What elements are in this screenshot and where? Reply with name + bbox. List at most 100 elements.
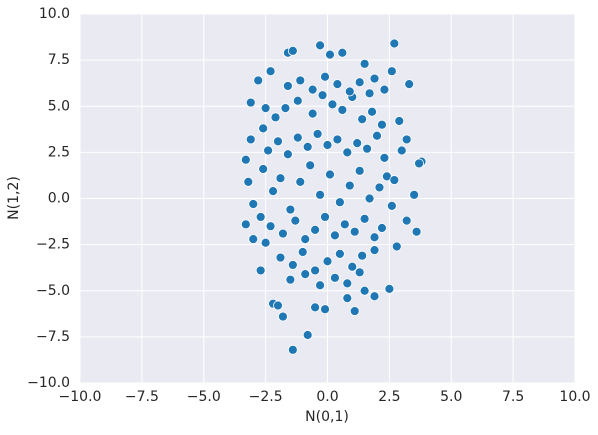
point [334,248,345,259]
point [327,99,338,110]
point [270,112,281,123]
point [386,66,397,77]
point [337,105,348,115]
point [300,269,311,280]
point [369,291,380,302]
point [315,280,325,291]
point [248,199,259,209]
point [315,40,325,51]
point [310,224,321,235]
point [295,75,306,86]
y-tick-label: −5.0 [36,283,70,299]
point [295,176,306,187]
point [364,88,375,99]
point [320,212,330,222]
point [285,204,296,215]
x-tick-label: 10.0 [559,389,590,405]
y-tick-label: 7.5 [48,52,70,68]
point [287,344,298,355]
point [374,182,385,193]
point [409,189,420,200]
point [292,132,303,143]
point [377,119,387,130]
point [337,47,348,58]
point [255,265,266,276]
point [369,73,380,84]
point [292,95,303,106]
point [260,237,271,248]
point [359,285,370,296]
point [362,143,373,154]
point [307,108,318,119]
point [248,234,259,244]
point [322,256,333,267]
point [307,84,318,95]
x-tick-label: −5.0 [187,389,221,405]
point [322,140,333,150]
point [342,278,353,289]
point [305,160,316,171]
point [330,230,340,241]
y-axis-label: N(1,2) [6,176,22,220]
y-tick-label: 2.5 [48,144,70,160]
point [396,145,407,156]
x-tick-label: −2.5 [249,389,283,405]
point [369,232,380,243]
point [302,330,313,340]
point [367,106,377,117]
point [268,186,278,197]
x-tick-label: 5.0 [440,389,462,405]
point [332,79,343,90]
point [379,153,390,163]
point [344,86,355,97]
y-tick-label: 10.0 [39,6,70,22]
point [342,147,353,158]
point [357,250,368,261]
point [243,176,254,187]
y-tick-label: 0.0 [48,191,70,207]
point [317,90,328,101]
point [344,180,355,191]
point [386,200,397,211]
point [240,154,251,165]
point [312,129,323,139]
y-tick-label: −10.0 [27,375,70,391]
point [349,306,360,316]
point [258,123,269,134]
point [391,241,402,252]
x-tick-label: 7.5 [502,389,524,405]
point [273,136,283,147]
point [384,284,395,294]
point [263,145,274,156]
point [320,304,330,315]
point [354,267,365,278]
x-tick-label: 0.0 [316,389,338,405]
point [325,49,335,60]
point [404,79,415,90]
point [287,260,298,270]
point [414,158,424,169]
point [285,274,296,285]
point [265,66,276,77]
x-tick-label: 2.5 [378,389,400,405]
point [320,71,330,82]
point [377,223,387,233]
point [379,84,390,95]
point [364,193,375,204]
point [332,134,343,145]
point [258,164,269,174]
point [273,300,283,311]
point [401,215,412,226]
point [282,81,293,91]
point [354,77,365,88]
point [401,134,412,145]
point [369,245,380,256]
point [325,169,335,180]
point [245,134,256,145]
point [282,149,293,160]
point [342,293,353,304]
point [389,175,400,185]
point [260,103,271,113]
point [265,221,276,232]
x-tick-label: −10.0 [59,389,102,405]
